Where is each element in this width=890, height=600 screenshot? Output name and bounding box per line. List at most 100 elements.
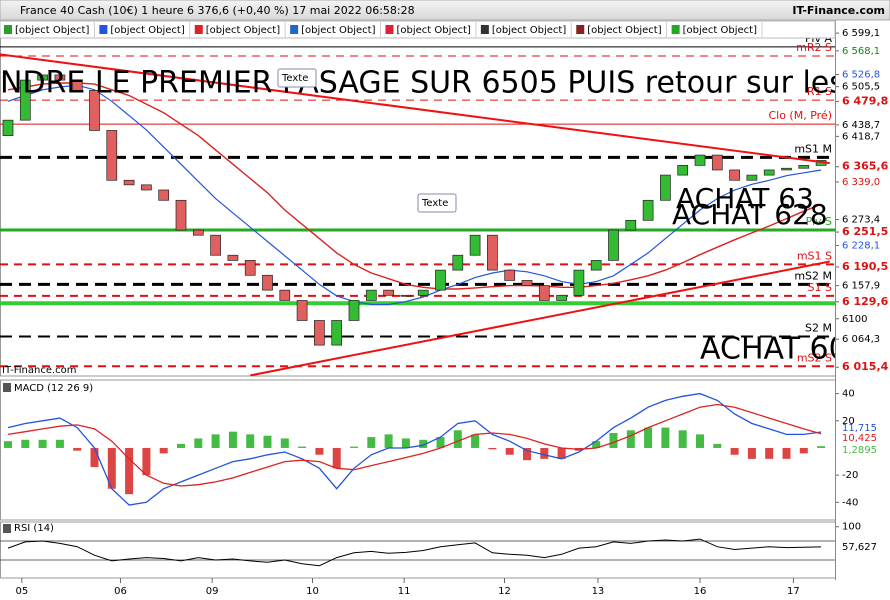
legend-swatch — [290, 25, 299, 34]
histogram-bar — [90, 447, 99, 467]
annotation: NDRE LE PREMIER PASAGE SUR 6505 PUIS ret… — [0, 66, 845, 101]
legend-label: [object Object] — [397, 25, 471, 36]
x-tick-label: 13 — [592, 586, 605, 597]
candle-body — [227, 254, 239, 261]
x-tick-label: 16 — [694, 586, 707, 597]
legend-label: [object Object] — [206, 25, 280, 36]
candle-body — [573, 269, 585, 296]
candle-body — [400, 294, 412, 297]
candle-body — [54, 74, 66, 81]
pivot-label: mS2 M — [794, 269, 832, 282]
candle-body — [538, 285, 550, 301]
histogram-bar — [263, 435, 272, 448]
candle-body — [763, 169, 775, 176]
legend-label: [object Object] — [683, 25, 757, 36]
trendline — [0, 53, 830, 165]
last-value-label: 57,627 — [842, 542, 877, 553]
histogram-bar — [592, 441, 601, 448]
histogram-bar — [228, 431, 237, 448]
histogram-bar — [280, 438, 289, 448]
legend-bar — [0, 20, 836, 39]
candle-body — [625, 219, 637, 231]
candle-body — [521, 280, 533, 286]
candle-body — [694, 154, 706, 166]
histogram-bar — [523, 447, 531, 461]
histogram-bar — [747, 447, 756, 459]
last-value-label: 1,2895 — [842, 445, 877, 456]
annotation: Texte — [421, 198, 448, 209]
legend-swatch — [99, 25, 108, 34]
candle-body — [660, 174, 671, 201]
trendline — [250, 260, 830, 377]
candle-body — [244, 260, 256, 276]
y-tick-label: 6 015,4 — [842, 360, 889, 373]
series-line — [7, 84, 822, 306]
histogram-bar — [177, 443, 185, 448]
histogram-bar — [505, 447, 514, 455]
candle-body — [192, 229, 204, 236]
histogram-bar — [21, 439, 30, 448]
candle-body — [296, 300, 308, 321]
series-line — [7, 403, 822, 487]
candle-body — [123, 179, 135, 186]
histogram-bar — [817, 446, 826, 448]
histogram-bar — [713, 443, 722, 448]
legend-label: [object Object] — [301, 25, 375, 36]
candle-body — [19, 79, 31, 121]
x-tick-label: 17 — [787, 586, 800, 597]
candle-body — [279, 289, 291, 301]
pivot-label: S1 S — [808, 281, 832, 294]
candle-body — [729, 169, 740, 181]
histogram-bar — [194, 438, 203, 448]
annotation-box — [277, 68, 317, 88]
histogram-bar — [540, 447, 549, 459]
legend-swatch — [194, 25, 203, 34]
legend-swatch — [4, 25, 12, 34]
histogram-bar — [246, 434, 255, 448]
right-axis-bg — [835, 20, 890, 580]
candle-body — [2, 119, 14, 136]
annotation: ACHAT 628 — [672, 198, 828, 231]
histogram-bar — [401, 438, 410, 448]
histogram-bar — [315, 447, 324, 455]
legend-label: [object Object] — [15, 25, 89, 36]
histogram-bar — [367, 437, 376, 448]
candle-body — [487, 234, 498, 271]
histogram-bar — [125, 447, 134, 495]
pivot-label: mS1 M — [794, 142, 832, 155]
candle-body — [798, 165, 810, 169]
candle-body — [608, 229, 619, 261]
histogram-bar — [332, 447, 341, 469]
y-tick-label: -40 — [842, 497, 858, 508]
candle-body — [158, 189, 170, 201]
histogram-bar — [626, 430, 635, 448]
axes: 6 599,1 6 568,1 6 526,8 6 505,56 479,8 6 438… — [15, 20, 889, 597]
candle-body — [452, 254, 464, 271]
legend-swatch — [480, 25, 489, 34]
header-source: IT-Finance.com — [792, 4, 885, 17]
last-value-label: 11,715 — [842, 423, 877, 434]
pivot-label: mS1 S — [797, 249, 832, 262]
candle-body — [314, 320, 325, 346]
y-tick-label: 20 — [842, 416, 855, 427]
histogram-bar — [38, 439, 47, 448]
y-tick-label: 6 568,1 — [842, 46, 880, 57]
candle-body — [37, 74, 48, 81]
x-tick-label: 06 — [114, 586, 127, 597]
legend-label: [object Object] — [110, 25, 184, 36]
watermark: IT-Finance.com — [2, 365, 77, 376]
y-tick-label: 6 228,1 — [842, 240, 880, 251]
histogram-bar — [661, 427, 670, 448]
legend-label: [object Object] — [587, 25, 661, 36]
histogram-bar — [55, 439, 64, 448]
legend-swatch — [671, 25, 680, 34]
y-tick-label: 6 365,6 — [842, 160, 889, 173]
y-tick-label: 6 129,6 — [842, 295, 889, 308]
header-title: France 40 Cash (10€) 1 heure 6 376,6 (+0… — [20, 4, 415, 17]
candle-body — [331, 320, 343, 346]
pivot-label: Clo (M, Pré) — [768, 109, 832, 122]
candle-body — [677, 165, 689, 176]
histogram-bar — [696, 434, 704, 448]
candle-body — [504, 269, 516, 281]
